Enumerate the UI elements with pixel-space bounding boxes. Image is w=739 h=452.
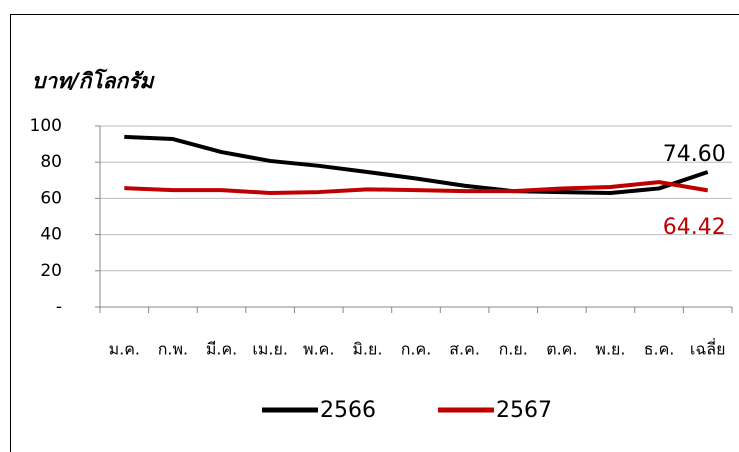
y-tick-label: 20 bbox=[40, 261, 62, 281]
series-line bbox=[124, 134, 709, 195]
x-tick-label: ธ.ค. bbox=[644, 340, 675, 359]
series-line bbox=[124, 180, 709, 195]
y-tick-label: 60 bbox=[40, 188, 62, 208]
chart-border bbox=[10, 14, 739, 452]
y-tick-label: - bbox=[56, 297, 62, 317]
x-tick-label: พ.ค. bbox=[303, 340, 334, 359]
legend-label: 2566 bbox=[320, 398, 376, 423]
x-tick-label: ก.ค. bbox=[401, 340, 432, 359]
x-tick-label: ม.ค. bbox=[109, 340, 140, 359]
x-tick-label: เม.ย. bbox=[252, 340, 288, 359]
legend-label: 2567 bbox=[496, 398, 552, 423]
y-tick-label: 80 bbox=[40, 152, 62, 172]
y-axis-label: บาท/กิโลกรัม bbox=[32, 68, 155, 93]
data-label: 64.42 bbox=[663, 215, 726, 240]
x-tick-label: มิ.ย. bbox=[352, 340, 382, 359]
x-tick-label: ก.พ. bbox=[158, 340, 188, 359]
x-tick-label: ก.ย. bbox=[499, 340, 528, 359]
x-tick-label: ส.ค. bbox=[449, 340, 480, 359]
x-tick-label: เฉลี่ย bbox=[690, 338, 726, 359]
x-tick-label: พ.ย. bbox=[595, 340, 625, 359]
x-tick-label: มี.ค. bbox=[206, 340, 237, 359]
data-label: 74.60 bbox=[663, 142, 726, 167]
y-tick-label: 40 bbox=[40, 225, 62, 245]
y-tick-label: 100 bbox=[30, 116, 62, 136]
x-tick-label: ต.ค. bbox=[546, 340, 577, 359]
